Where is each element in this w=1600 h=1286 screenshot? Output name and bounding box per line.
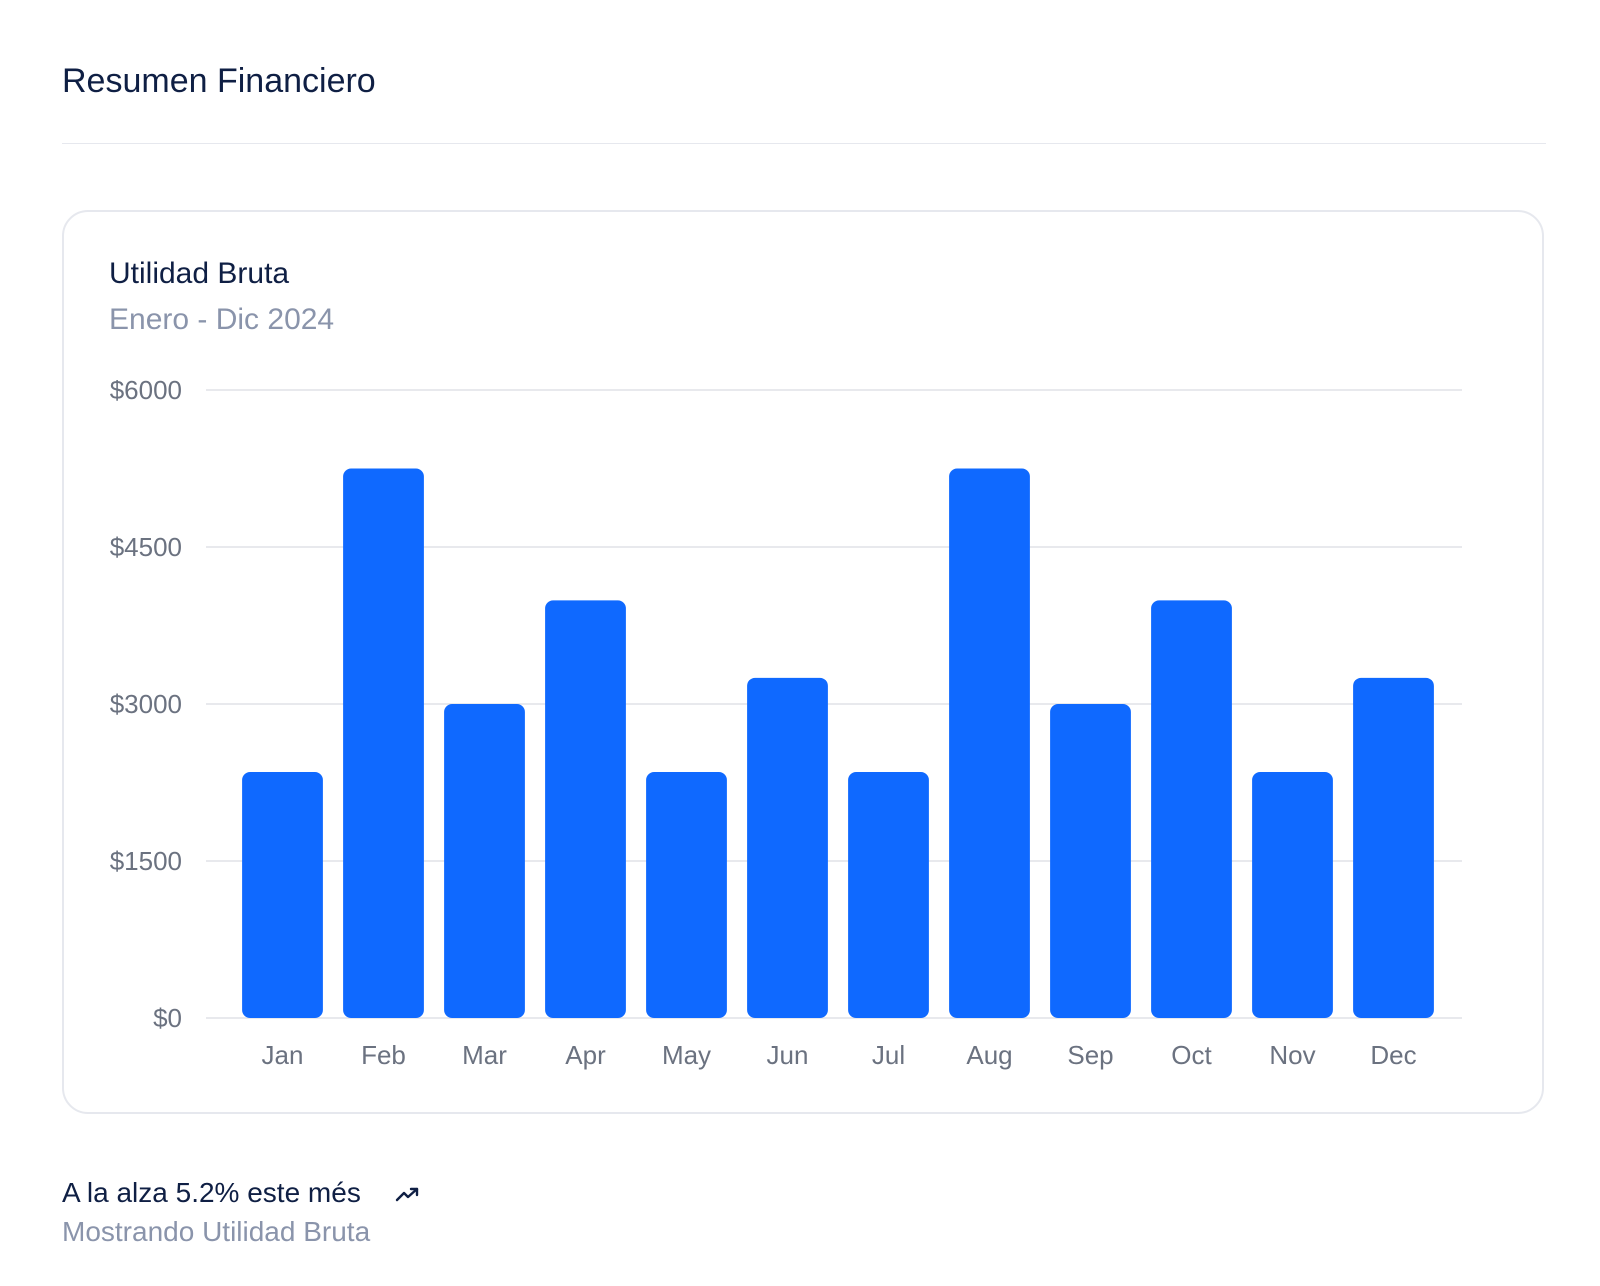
bar-jun[interactable] — [747, 677, 828, 1018]
bar-jan[interactable] — [242, 772, 323, 1018]
bar-oct[interactable] — [1151, 600, 1232, 1018]
bar-dec[interactable] — [1353, 677, 1434, 1018]
bar-chart: $0 $1500 $3000 $4500 $6000 Jan Feb Mar Apr May Jun… — [110, 380, 1462, 1070]
chart-card — [62, 210, 1544, 1114]
bar-may[interactable] — [646, 772, 727, 1018]
bar-nov[interactable] — [1252, 772, 1333, 1018]
bar-sep[interactable] — [1050, 704, 1131, 1018]
trend-text: A la alza 5.2% este més — [62, 1177, 361, 1208]
bar-feb[interactable] — [343, 468, 424, 1019]
x-tick-label: Oct — [1171, 1040, 1212, 1070]
y-tick-label: $4500 — [110, 532, 182, 562]
x-tick-label: Jan — [262, 1040, 304, 1070]
x-tick-label: Sep — [1067, 1040, 1113, 1070]
bar-mar[interactable] — [444, 704, 525, 1018]
y-tick-label: $3000 — [110, 689, 182, 719]
x-tick-label: Aug — [966, 1040, 1012, 1070]
trend-summary: A la alza 5.2% este més — [62, 1177, 419, 1209]
y-tick-label: $0 — [153, 1003, 182, 1033]
x-tick-label: Apr — [565, 1040, 606, 1070]
bar-apr[interactable] — [545, 600, 626, 1018]
chart-subtitle: Enero - Dic 2024 — [109, 303, 335, 336]
x-tick-label: Jul — [872, 1040, 905, 1070]
header-divider — [62, 143, 1546, 144]
x-tick-label: May — [662, 1040, 711, 1070]
x-tick-label: Dec — [1370, 1040, 1416, 1070]
x-tick-label: Feb — [361, 1040, 406, 1070]
x-tick-label: Mar — [462, 1040, 507, 1070]
page-title: Resumen Financiero — [62, 62, 376, 100]
y-tick-label: $1500 — [110, 846, 182, 876]
bar-jul[interactable] — [848, 772, 929, 1018]
chart-title: Utilidad Bruta — [109, 257, 290, 290]
x-tick-label: Jun — [767, 1040, 809, 1070]
bar-aug[interactable] — [949, 468, 1030, 1019]
footer-note: Mostrando Utilidad Bruta — [62, 1216, 371, 1247]
trending-up-icon — [395, 1177, 419, 1209]
y-tick-label: $6000 — [110, 380, 182, 405]
x-tick-label: Nov — [1269, 1040, 1315, 1070]
